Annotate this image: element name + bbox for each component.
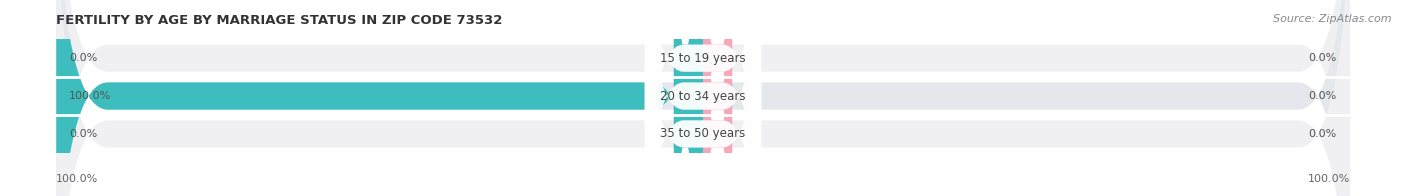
FancyBboxPatch shape [673,0,703,196]
Text: 20 to 34 years: 20 to 34 years [661,90,745,103]
Text: 100.0%: 100.0% [1308,174,1350,184]
FancyBboxPatch shape [703,0,733,196]
FancyBboxPatch shape [645,0,761,196]
Text: 100.0%: 100.0% [56,174,98,184]
Text: 0.0%: 0.0% [69,53,97,63]
FancyBboxPatch shape [673,0,703,196]
Text: 35 to 50 years: 35 to 50 years [661,127,745,140]
Text: 15 to 19 years: 15 to 19 years [661,52,745,65]
Text: 0.0%: 0.0% [1309,129,1337,139]
FancyBboxPatch shape [56,0,703,196]
FancyBboxPatch shape [645,0,761,196]
Text: 100.0%: 100.0% [69,91,111,101]
FancyBboxPatch shape [645,0,761,196]
FancyBboxPatch shape [673,0,703,196]
FancyBboxPatch shape [703,0,733,196]
Text: FERTILITY BY AGE BY MARRIAGE STATUS IN ZIP CODE 73532: FERTILITY BY AGE BY MARRIAGE STATUS IN Z… [56,14,502,27]
FancyBboxPatch shape [56,0,1350,196]
Text: Source: ZipAtlas.com: Source: ZipAtlas.com [1274,14,1392,24]
FancyBboxPatch shape [56,0,1350,196]
Text: 0.0%: 0.0% [69,129,97,139]
Text: 0.0%: 0.0% [1309,53,1337,63]
FancyBboxPatch shape [56,0,1350,196]
Text: 0.0%: 0.0% [1309,91,1337,101]
FancyBboxPatch shape [703,0,733,196]
